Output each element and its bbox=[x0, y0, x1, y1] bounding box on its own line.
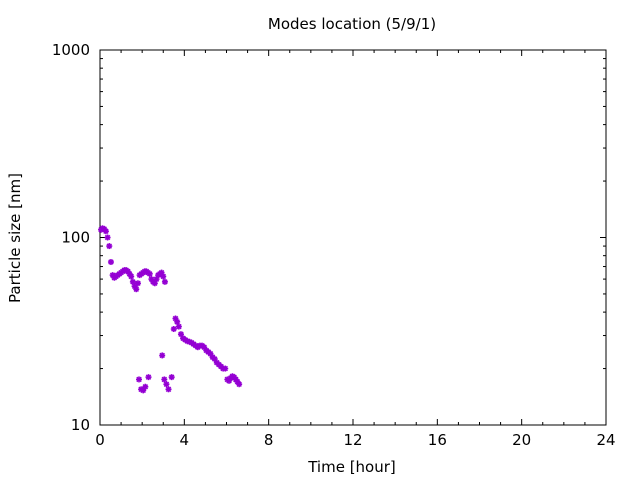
y-tick-label: 1000 bbox=[52, 41, 90, 59]
data-point bbox=[136, 376, 143, 383]
y-tick-label: 100 bbox=[61, 229, 90, 247]
x-tick-label: 12 bbox=[343, 431, 362, 449]
x-axis-label: Time [hour] bbox=[307, 458, 396, 476]
data-point bbox=[145, 374, 152, 381]
x-tick-label: 24 bbox=[596, 431, 615, 449]
data-point bbox=[106, 243, 113, 250]
data-point bbox=[161, 376, 168, 383]
chart-title: Modes location (5/9/1) bbox=[268, 15, 436, 33]
data-point bbox=[133, 286, 140, 293]
x-tick-label: 20 bbox=[512, 431, 531, 449]
data-point bbox=[174, 318, 181, 325]
y-tick-label: 10 bbox=[71, 416, 90, 434]
data-point bbox=[102, 228, 109, 235]
data-point bbox=[142, 383, 149, 390]
plot-frame bbox=[99, 49, 607, 426]
data-point bbox=[168, 374, 175, 381]
data-point bbox=[160, 273, 167, 280]
data-point bbox=[165, 386, 172, 393]
data-point bbox=[161, 278, 168, 285]
data-point bbox=[170, 326, 177, 333]
x-tick-label: 4 bbox=[180, 431, 190, 449]
x-tick-label: 16 bbox=[428, 431, 447, 449]
data-point bbox=[134, 280, 141, 287]
data-point bbox=[222, 365, 229, 372]
y-axis-label: Particle size [nm] bbox=[6, 173, 24, 303]
data-point bbox=[104, 234, 111, 241]
data-point bbox=[146, 270, 153, 277]
data-point bbox=[163, 381, 170, 388]
x-tick-label: 8 bbox=[264, 431, 274, 449]
data-point bbox=[128, 273, 135, 280]
data-point bbox=[159, 352, 166, 359]
x-tick-label: 0 bbox=[95, 431, 105, 449]
y-axis: 10 100 1000 bbox=[52, 41, 606, 434]
data-point bbox=[107, 259, 114, 266]
data-points bbox=[98, 225, 243, 394]
x-axis: 0 4 8 12 16 20 24 bbox=[95, 50, 616, 449]
data-point bbox=[236, 381, 243, 388]
data-point bbox=[175, 323, 182, 330]
